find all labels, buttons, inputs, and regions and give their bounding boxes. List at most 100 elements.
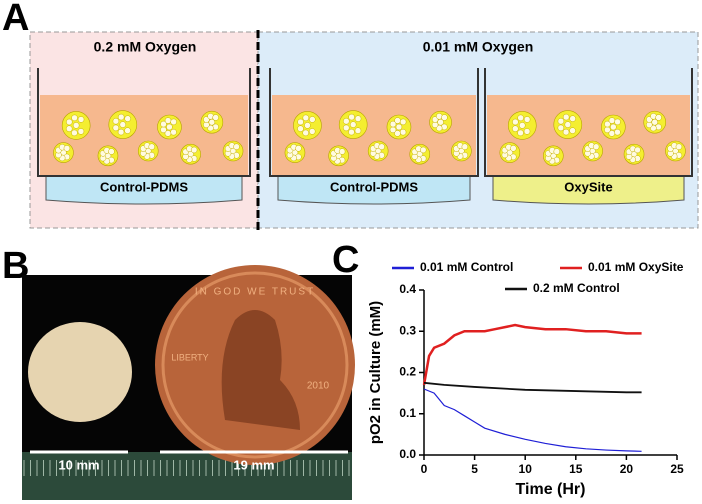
portrait	[221, 310, 300, 430]
cell	[170, 118, 177, 126]
cell	[399, 128, 407, 136]
cell	[304, 122, 311, 129]
group-title: 0.01 mM Oxygen	[423, 39, 534, 55]
cell	[604, 120, 611, 128]
oxysite-disc	[28, 322, 132, 422]
y-tick-label: 0.4	[399, 282, 416, 296]
cell	[614, 118, 621, 126]
penny-rim	[161, 271, 349, 459]
cell	[378, 143, 385, 150]
cell	[170, 128, 177, 136]
x-axis-label: Time (Hr)	[516, 481, 586, 498]
cell	[553, 148, 561, 155]
well-base	[45, 175, 243, 205]
cell	[164, 130, 172, 137]
cell	[348, 128, 355, 136]
cell	[212, 114, 219, 121]
cell	[112, 124, 120, 132]
cell	[608, 130, 616, 137]
series-line	[423, 388, 642, 452]
cell	[420, 146, 427, 154]
cell	[342, 124, 350, 132]
cell	[614, 128, 621, 136]
well-base	[277, 175, 471, 205]
y-tick-label: 0.0	[399, 447, 416, 461]
cell	[655, 114, 662, 121]
cell	[519, 122, 526, 129]
cell	[124, 127, 131, 134]
legend-label: 0.01 mM OxySite	[588, 260, 684, 274]
cell	[523, 116, 531, 123]
cell	[71, 114, 78, 122]
cell	[394, 130, 401, 137]
cell	[297, 118, 304, 126]
cell	[592, 143, 600, 150]
cell	[569, 127, 576, 134]
cell	[338, 148, 346, 155]
cell	[77, 116, 85, 123]
cell	[302, 129, 309, 137]
y-axis-label: pO2 in Culture (mM)	[367, 301, 384, 444]
cell	[604, 126, 611, 134]
cell	[71, 129, 78, 137]
well-base-label: Control-PDMS	[330, 179, 418, 194]
penny-text: 2010	[307, 381, 330, 392]
cell	[66, 118, 73, 126]
cell	[557, 117, 565, 125]
well-base-label: OxySite	[564, 179, 612, 194]
well-base-label: Control-PDMS	[100, 179, 188, 194]
cell	[148, 143, 155, 150]
cell	[389, 126, 397, 134]
well-wall	[269, 68, 479, 177]
x-tick-label: 5	[471, 462, 478, 476]
y-tick-label: 0.2	[399, 365, 416, 379]
cell	[389, 120, 397, 128]
cell	[564, 121, 572, 128]
cell	[295, 145, 302, 152]
cell	[394, 117, 401, 124]
series-line	[423, 381, 642, 394]
cell	[675, 143, 683, 150]
cell	[233, 143, 240, 150]
well-wall	[484, 68, 693, 177]
cell	[72, 122, 80, 129]
cell	[309, 116, 316, 123]
cell	[354, 115, 362, 122]
cell	[610, 123, 617, 131]
cell	[164, 117, 172, 124]
cell	[108, 148, 115, 155]
cell	[517, 129, 524, 137]
penny-text: LIBERTY	[171, 352, 208, 362]
cell	[349, 121, 357, 128]
cell	[190, 146, 198, 154]
cell	[160, 120, 167, 128]
cell	[517, 114, 524, 122]
x-tick-label: 0	[421, 462, 428, 476]
cell	[166, 123, 173, 131]
cell	[569, 115, 576, 122]
well-base	[492, 175, 685, 205]
cell	[562, 113, 570, 121]
x-tick-label: 10	[519, 462, 533, 476]
cell	[124, 115, 131, 122]
series-line	[422, 323, 642, 386]
cell	[441, 114, 448, 121]
penny-text: IN GOD WE TRUST	[195, 287, 315, 298]
x-tick-label: 25	[670, 462, 684, 476]
cell	[634, 146, 641, 154]
scale-label: 10 mm	[58, 457, 99, 472]
cell	[160, 126, 167, 134]
cell	[523, 128, 531, 135]
x-tick-label: 15	[569, 462, 583, 476]
x-tick-label: 20	[620, 462, 634, 476]
cell	[343, 117, 350, 125]
cell	[354, 127, 362, 134]
y-tick-label: 0.3	[399, 323, 416, 337]
cell	[461, 143, 469, 150]
cell	[302, 114, 310, 122]
legend-label: 0.2 mM Control	[533, 281, 620, 295]
cell	[512, 118, 519, 126]
y-tick-label: 0.1	[399, 406, 416, 420]
cell	[608, 117, 616, 124]
cell	[557, 124, 565, 132]
